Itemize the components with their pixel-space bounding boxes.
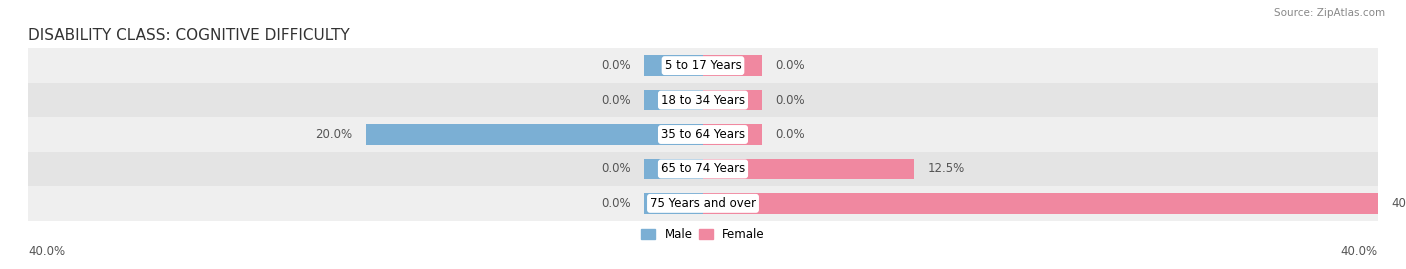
Text: 75 Years and over: 75 Years and over [650,197,756,210]
Text: 40.0%: 40.0% [28,245,65,258]
Text: 0.0%: 0.0% [776,59,806,72]
Text: 35 to 64 Years: 35 to 64 Years [661,128,745,141]
Bar [703,90,762,110]
Text: 40.0%: 40.0% [1341,245,1378,258]
Bar [644,159,703,179]
Bar [28,83,1378,117]
Bar [28,48,1378,83]
Bar [644,193,703,214]
Text: 0.0%: 0.0% [600,94,630,107]
Bar [28,152,1378,186]
Text: DISABILITY CLASS: COGNITIVE DIFFICULTY: DISABILITY CLASS: COGNITIVE DIFFICULTY [28,28,350,43]
Bar [703,159,914,179]
Text: 20.0%: 20.0% [315,128,352,141]
Text: 12.5%: 12.5% [928,162,965,175]
Text: 0.0%: 0.0% [600,197,630,210]
Text: 0.0%: 0.0% [776,94,806,107]
Bar [366,124,703,145]
Legend: Male, Female: Male, Female [637,223,769,246]
Text: 0.0%: 0.0% [600,59,630,72]
Bar [28,186,1378,221]
Text: 65 to 74 Years: 65 to 74 Years [661,162,745,175]
Bar [644,90,703,110]
Text: 40.0%: 40.0% [1392,197,1406,210]
Text: Source: ZipAtlas.com: Source: ZipAtlas.com [1274,8,1385,18]
Text: 0.0%: 0.0% [600,162,630,175]
Bar [703,55,762,76]
Bar [28,117,1378,152]
Text: 5 to 17 Years: 5 to 17 Years [665,59,741,72]
Bar [644,55,703,76]
Text: 0.0%: 0.0% [776,128,806,141]
Bar [703,124,762,145]
Bar [703,193,1378,214]
Text: 18 to 34 Years: 18 to 34 Years [661,94,745,107]
